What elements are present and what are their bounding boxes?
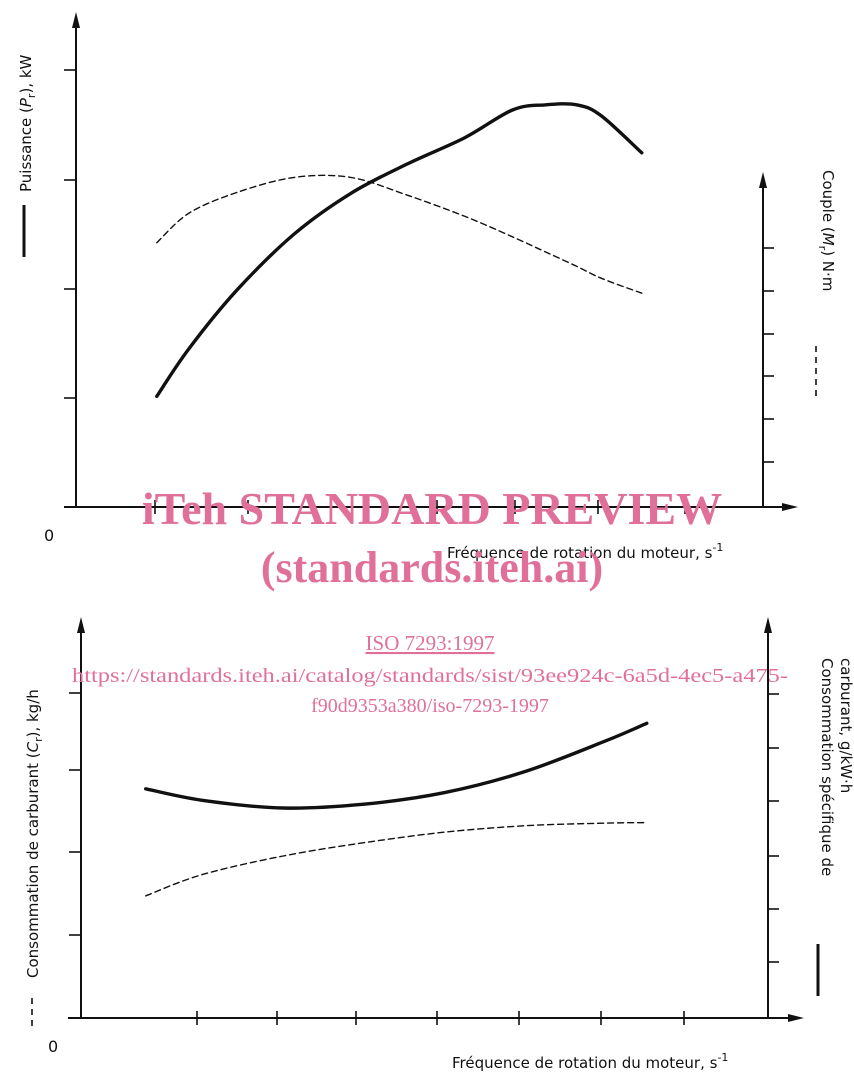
top-series-dashed-line [156, 174, 643, 294]
watermark-title: iTeh STANDARD PREVIEW [142, 483, 722, 534]
bottom-series-dashed-line [145, 821, 648, 897]
svg-text:Couple (Mr) N·m: Couple (Mr) N·m [816, 170, 837, 291]
top-chart-axes [64, 20, 790, 508]
bottom-x-arrow [788, 1014, 804, 1022]
bottom-origin-label: 0 [48, 1037, 58, 1056]
bottom-arrowheads [77, 617, 804, 1022]
bottom-right-y-arrow [764, 617, 772, 633]
bottom-left-y-arrow [77, 617, 85, 633]
top-chart-series [155, 102, 644, 398]
svg-text:carburant, g/kW·h: carburant, g/kW·h [837, 658, 854, 793]
watermark: iTeh STANDARD PREVIEW (standards.iteh.ai… [72, 483, 788, 717]
top-series-solid-line [155, 102, 644, 398]
top-left-axis-label: Puissance (Pr), kW [17, 54, 38, 192]
bottom-chart-ticks [69, 692, 779, 1025]
top-x-arrow [782, 503, 798, 511]
bottom-chart-series [144, 721, 649, 897]
top-chart-ticks [64, 69, 774, 514]
top-chart: 0 Fréquence de rotation du moteur, s-1 P… [17, 12, 837, 562]
svg-text:Consommation de carburant (Cr): Consommation de carburant (Cr), kg/h [24, 689, 45, 978]
bottom-chart: 0 Fréquence de rotation du moteur, s-1 C… [24, 617, 854, 1072]
top-origin-label: 0 [44, 526, 54, 545]
svg-text:Puissance (Pr), kW: Puissance (Pr), kW [17, 54, 38, 192]
bottom-right-axis-label: Consommation spécifique de carburant, g/… [818, 658, 854, 876]
bottom-chart-axes [68, 625, 796, 1019]
watermark-url-line2[interactable]: f90d9353a380/iso-7293-1997 [311, 695, 549, 717]
bottom-series-solid-line [144, 721, 649, 810]
watermark-site: (standards.iteh.ai) [261, 543, 603, 592]
top-right-axis-label: Couple (Mr) N·m [816, 170, 837, 291]
top-left-y-arrow [72, 12, 80, 28]
watermark-iso-number[interactable]: ISO 7293:1997 [366, 631, 495, 655]
top-x-axis-label: Fréquence de rotation du moteur, s-1 [447, 541, 723, 562]
top-right-y-arrow [759, 172, 767, 188]
bottom-left-axis-label: Consommation de carburant (Cr), kg/h [24, 689, 45, 978]
bottom-x-axis-label: Fréquence de rotation du moteur, s-1 [452, 1051, 728, 1072]
watermark-url-line1[interactable]: https://standards.iteh.ai/catalog/standa… [72, 665, 788, 687]
svg-text:Consommation spécifique de: Consommation spécifique de [818, 658, 836, 876]
top-arrowheads [72, 12, 798, 511]
